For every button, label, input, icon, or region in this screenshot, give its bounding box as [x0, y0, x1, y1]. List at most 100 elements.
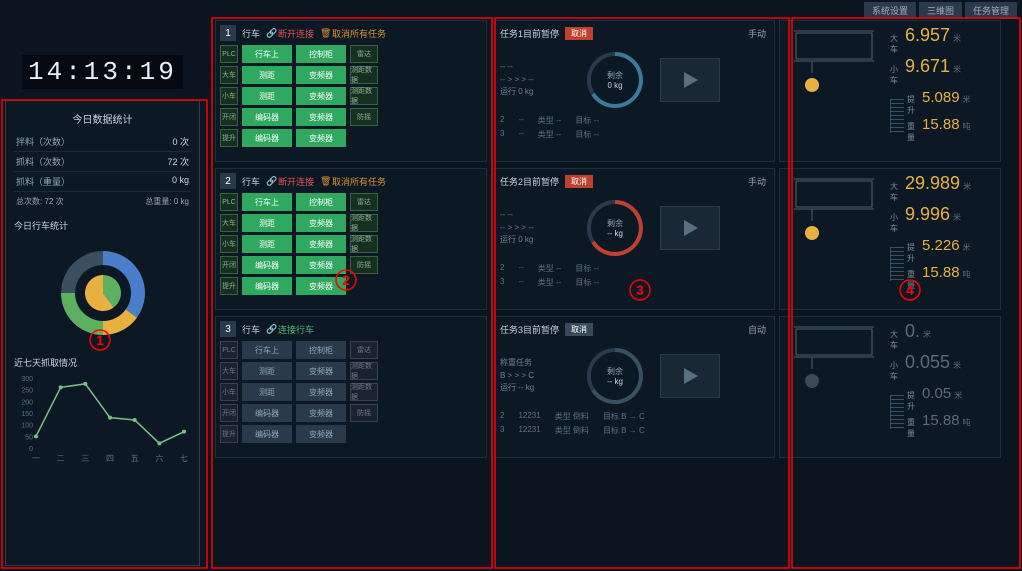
- top-button[interactable]: 系统设置: [864, 2, 916, 19]
- crane-action-trash[interactable]: 🗑取消所有任务: [320, 175, 386, 188]
- node-type-icon: PLC: [220, 341, 238, 359]
- task-foot-row: 212231类型 倒料目标 B → C: [500, 411, 766, 422]
- task-mode: 自动: [748, 323, 766, 336]
- node-button[interactable]: 测距: [242, 214, 292, 232]
- gauge: 剩余0 kg: [580, 48, 650, 112]
- node-type-icon: PLC: [220, 45, 238, 63]
- stats-rows: 拌料（次数）0 次抓料（次数）72 次抓料（重量）0 kg: [14, 132, 191, 192]
- node-button[interactable]: 编码器: [242, 129, 292, 147]
- task-title: 任务2目前暂停: [500, 175, 559, 188]
- node-tag: 测距数据: [350, 362, 378, 380]
- node-button[interactable]: 变频器: [296, 256, 346, 274]
- node-row: 开闭编码器变频器防摇: [220, 404, 482, 422]
- node-button[interactable]: 变频器: [296, 404, 346, 422]
- node-button[interactable]: 变频器: [296, 87, 346, 105]
- link-icon: 🔗: [266, 176, 276, 186]
- node-type-icon: 开闭: [220, 108, 238, 126]
- node-button[interactable]: 变频器: [296, 129, 346, 147]
- node-type-icon: 小车: [220, 235, 238, 253]
- pos-lift-value: 5.089: [922, 89, 960, 106]
- node-button[interactable]: 编码器: [242, 404, 292, 422]
- node-row: 开闭编码器变频器防摇: [220, 108, 482, 126]
- node-tag: 防摇: [350, 404, 378, 422]
- task-foot-row: 312231类型 倒料目标 B → C: [500, 425, 766, 436]
- node-button[interactable]: 行车上: [242, 45, 292, 63]
- node-tag: 测距数据: [350, 214, 378, 232]
- link-icon: 🔗: [266, 28, 276, 38]
- trash-icon: 🗑: [320, 176, 330, 186]
- crane-action-link[interactable]: 🔗连接行车: [266, 323, 314, 336]
- play-button[interactable]: [660, 354, 720, 398]
- crane-number: 1: [220, 25, 236, 41]
- crane-label: 行车: [242, 27, 260, 40]
- task-title: 任务1目前暂停: [500, 27, 559, 40]
- node-button[interactable]: 测距: [242, 383, 292, 401]
- node-type-icon: 小车: [220, 87, 238, 105]
- node-tag: 防摇: [350, 256, 378, 274]
- node-type-icon: 大车: [220, 214, 238, 232]
- node-button[interactable]: 控制柜: [296, 341, 346, 359]
- trash-icon: 🗑: [320, 28, 330, 38]
- node-button[interactable]: 编码器: [242, 108, 292, 126]
- node-button[interactable]: 变频器: [296, 108, 346, 126]
- gauge: 剩余-- kg: [580, 344, 650, 408]
- node-button[interactable]: 行车上: [242, 341, 292, 359]
- top-button[interactable]: 任务管理: [965, 2, 1017, 19]
- pos-small-value: 9.996: [905, 204, 950, 225]
- task-lines: 称重任务B > > > C运行 -- kg: [500, 357, 570, 395]
- crane-list: 1行车🔗断开连接🗑取消所有任务PLC行车上控制柜雷达大车测距变频器测距数据小车测…: [215, 20, 1017, 566]
- node-button[interactable]: 测距: [242, 87, 292, 105]
- play-button[interactable]: [660, 206, 720, 250]
- task-cancel-button[interactable]: 取消: [565, 175, 593, 188]
- node-button[interactable]: 测距: [242, 362, 292, 380]
- node-row: 大车测距变频器测距数据: [220, 214, 482, 232]
- node-tag: 防摇: [350, 108, 378, 126]
- pos-big-value: 29.989: [905, 173, 960, 194]
- svg-text:-- kg: -- kg: [607, 229, 623, 238]
- node-row: PLC行车上控制柜雷达: [220, 45, 482, 63]
- node-button[interactable]: 编码器: [242, 256, 292, 274]
- node-button[interactable]: 变频器: [296, 277, 346, 295]
- stats-total: 总次数: 72 次 总重量: 0 kg: [14, 192, 191, 211]
- node-button[interactable]: 测距: [242, 235, 292, 253]
- crane-action-link[interactable]: 🔗断开连接: [266, 175, 314, 188]
- node-button[interactable]: 变频器: [296, 383, 346, 401]
- crane-action-trash[interactable]: 🗑取消所有任务: [320, 27, 386, 40]
- position-panel: 大车0.米 小车0.055米 提升0.05米 重量15.88吨: [779, 316, 1001, 458]
- node-type-icon: 提升: [220, 277, 238, 295]
- crane-visual: [784, 25, 884, 157]
- crane-action-link[interactable]: 🔗断开连接: [266, 27, 314, 40]
- node-button[interactable]: 变频器: [296, 235, 346, 253]
- node-button[interactable]: 控制柜: [296, 45, 346, 63]
- play-button[interactable]: [660, 58, 720, 102]
- node-button[interactable]: 变频器: [296, 66, 346, 84]
- node-button[interactable]: 变频器: [296, 362, 346, 380]
- node-button[interactable]: 编码器: [242, 277, 292, 295]
- task-mode: 手动: [748, 27, 766, 40]
- svg-text:剩余: 剩余: [607, 218, 623, 228]
- node-row: 小车测距变频器测距数据: [220, 235, 482, 253]
- node-tag: 测距数据: [350, 235, 378, 253]
- task-panel: 任务3目前暂停取消自动称重任务B > > > C运行 -- kg剩余-- kg2…: [491, 316, 775, 458]
- top-button[interactable]: 三维图: [919, 2, 962, 19]
- node-row: 提升编码器变频器: [220, 425, 482, 443]
- node-type-icon: PLC: [220, 193, 238, 211]
- task-cancel-button[interactable]: 取消: [565, 27, 593, 40]
- donut-chart: [14, 238, 191, 348]
- node-type-icon: 大车: [220, 362, 238, 380]
- task-cancel-button[interactable]: 取消: [565, 323, 593, 336]
- node-button[interactable]: 测距: [242, 66, 292, 84]
- task-foot-row: 3--类型 --目标 --: [500, 129, 766, 140]
- node-type-icon: 提升: [220, 129, 238, 147]
- svg-text:100: 100: [21, 423, 33, 430]
- node-button[interactable]: 变频器: [296, 425, 346, 443]
- stat-row: 抓料（重量）0 kg: [14, 172, 191, 192]
- node-type-icon: 提升: [220, 425, 238, 443]
- node-button[interactable]: 控制柜: [296, 193, 346, 211]
- node-row: PLC行车上控制柜雷达: [220, 193, 482, 211]
- node-row: 大车测距变频器测距数据: [220, 362, 482, 380]
- node-button[interactable]: 行车上: [242, 193, 292, 211]
- line-title: 近七天抓取情况: [14, 356, 191, 369]
- node-button[interactable]: 编码器: [242, 425, 292, 443]
- node-button[interactable]: 变频器: [296, 214, 346, 232]
